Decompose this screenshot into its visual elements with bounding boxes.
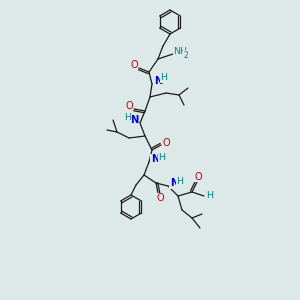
Text: H: H xyxy=(176,176,184,185)
Text: O: O xyxy=(125,101,133,111)
Text: N: N xyxy=(130,115,138,125)
Text: H: H xyxy=(158,152,166,161)
Text: N: N xyxy=(154,76,162,86)
Text: N: N xyxy=(170,178,178,188)
Text: N: N xyxy=(151,154,159,164)
Text: O: O xyxy=(156,193,164,203)
Text: H: H xyxy=(206,191,214,200)
Text: 2: 2 xyxy=(184,50,188,59)
Text: NH: NH xyxy=(173,47,187,56)
Text: O: O xyxy=(162,138,170,148)
Text: O: O xyxy=(130,60,138,70)
Text: H: H xyxy=(160,74,167,82)
Text: O: O xyxy=(194,172,202,182)
Text: H: H xyxy=(124,112,131,122)
